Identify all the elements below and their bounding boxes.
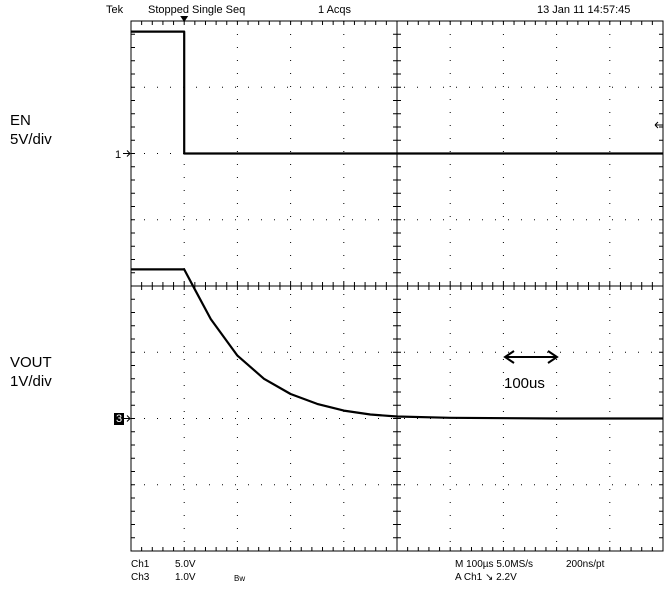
- traces: [131, 30, 663, 420]
- channel-markers: [123, 150, 131, 422]
- ch1-ground-marker-label: 1: [115, 149, 122, 161]
- ch3-label: VOUT 1V/div: [10, 353, 52, 391]
- time-annotation-label: 100us: [504, 375, 545, 392]
- ch1-name: EN: [10, 112, 31, 129]
- time-scale-annotation: [503, 350, 559, 364]
- ch3-ground-marker-label: 3: [114, 413, 125, 425]
- brand-label: Tek: [106, 4, 124, 16]
- ch1-scale: 5V/div: [10, 131, 52, 148]
- arrow-right-head-icon: [547, 350, 559, 364]
- ch3-name: VOUT: [10, 354, 52, 371]
- trace-en: [131, 30, 663, 155]
- footer-ch3-volts: 1.0V: [175, 572, 196, 583]
- footer-ch1: Ch1: [131, 559, 150, 570]
- ch1-ground-arrow-icon: [123, 150, 131, 157]
- ch3-scale: 1V/div: [10, 373, 52, 390]
- trace-vout: [131, 268, 663, 420]
- footer-timebase: M 100µs 5.0MS/s: [455, 559, 534, 570]
- footer-resolution: 200ns/pt: [566, 559, 605, 570]
- footer-bandwidth-limit: Bw: [234, 574, 246, 583]
- timestamp: 13 Jan 11 14:57:45: [537, 4, 631, 16]
- trigger-position-icon: [180, 16, 189, 22]
- graticule: [130, 16, 664, 552]
- footer-trigger: A Ch1 ↘ 2.2V: [455, 572, 517, 583]
- acquisition-status: Stopped Single Seq: [148, 4, 246, 16]
- ch1-label: EN 5V/div: [10, 111, 52, 149]
- footer-ch1-volts: 5.0V: [175, 559, 196, 570]
- arrow-left-head-icon: [503, 350, 515, 364]
- trigger-level-icon: [654, 121, 663, 129]
- footer-ch3: Ch3: [131, 572, 150, 583]
- ch3-ground-arrow-icon: [123, 415, 131, 422]
- acquisition-count: 1 Acqs: [318, 4, 352, 16]
